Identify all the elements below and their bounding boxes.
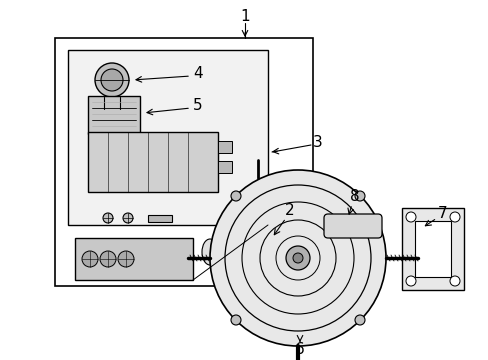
- Circle shape: [354, 191, 364, 201]
- Circle shape: [405, 212, 415, 222]
- FancyBboxPatch shape: [324, 214, 381, 238]
- Circle shape: [449, 212, 459, 222]
- Circle shape: [354, 315, 364, 325]
- Text: 8: 8: [349, 189, 359, 203]
- Bar: [75, 238, 193, 280]
- Circle shape: [103, 213, 113, 223]
- Bar: [401, 208, 463, 290]
- Text: 6: 6: [295, 342, 304, 357]
- Circle shape: [101, 69, 123, 91]
- Circle shape: [123, 213, 133, 223]
- Circle shape: [230, 315, 241, 325]
- Circle shape: [100, 251, 116, 267]
- Bar: [148, 215, 172, 222]
- Text: 4: 4: [193, 66, 203, 81]
- Bar: [68, 50, 267, 225]
- Bar: [414, 221, 450, 277]
- Circle shape: [405, 276, 415, 286]
- Text: 2: 2: [285, 202, 294, 217]
- Bar: [88, 132, 218, 192]
- Circle shape: [95, 63, 129, 97]
- Circle shape: [230, 191, 241, 201]
- Bar: [218, 161, 231, 173]
- Text: 1: 1: [240, 9, 249, 23]
- Circle shape: [118, 251, 134, 267]
- Ellipse shape: [202, 239, 218, 265]
- Bar: [88, 96, 140, 134]
- Circle shape: [209, 170, 385, 346]
- Circle shape: [449, 276, 459, 286]
- Text: 5: 5: [193, 98, 203, 113]
- Circle shape: [82, 251, 98, 267]
- Bar: [55, 38, 312, 286]
- Circle shape: [292, 253, 303, 263]
- Text: 3: 3: [312, 135, 322, 149]
- Circle shape: [285, 246, 309, 270]
- Text: 7: 7: [437, 206, 447, 220]
- Bar: [218, 141, 231, 153]
